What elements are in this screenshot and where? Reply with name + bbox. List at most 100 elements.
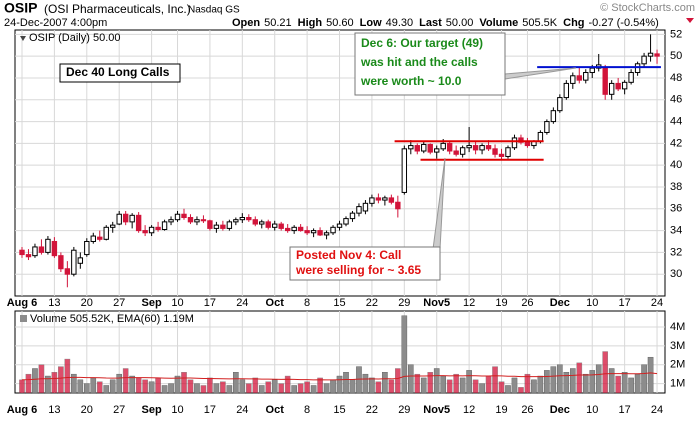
volume-bar [245, 383, 252, 394]
candle-body [472, 145, 479, 151]
volume-bar [557, 364, 563, 394]
candle-body [168, 219, 174, 223]
volume-bar [485, 375, 492, 394]
candle-body [71, 249, 77, 275]
candle-body [323, 232, 330, 236]
candle-body [518, 137, 524, 143]
volume-bar [200, 385, 207, 394]
candle-body [77, 257, 84, 264]
volume-bar [271, 379, 278, 394]
x-tick-label: 24 [651, 404, 663, 416]
candle-body [226, 221, 233, 229]
candle-body [259, 221, 265, 225]
candle-body [524, 141, 531, 147]
candle-body [485, 145, 492, 150]
volume-legend: Volume 505.52K, EMA(60) 1.19M [30, 313, 194, 325]
x-tick-label: 8 [304, 404, 310, 416]
company: (OSI Pharmaceuticals, Inc.) [44, 2, 191, 16]
candle-body [32, 246, 38, 257]
candle-body [45, 238, 51, 253]
volume-bar [168, 383, 174, 394]
candle-body [466, 145, 472, 149]
y-tick-label: 50 [670, 50, 682, 62]
x-tick-label: 24 [651, 297, 663, 309]
candle-body [116, 213, 122, 225]
x-tick-label: Nov5 [423, 404, 450, 416]
volume-bar [194, 383, 200, 394]
volume-bar [239, 379, 246, 394]
volume-bar [90, 377, 97, 394]
candle-body [336, 223, 343, 228]
candle-body [427, 143, 433, 153]
x-tick-label: Oct [266, 297, 285, 309]
candle-body [129, 214, 135, 223]
annotation: was hit and the calls [360, 55, 478, 69]
candle-body [330, 226, 336, 234]
volume-tick-label: 1M [670, 377, 685, 389]
x-tick-label: 27 [113, 297, 125, 309]
volume-bar [122, 368, 129, 394]
candle-body [51, 240, 58, 257]
volume-bar [459, 377, 466, 394]
volume-bar [148, 381, 155, 394]
x-tick-label: 8 [304, 297, 310, 309]
candle-body [382, 197, 388, 201]
grid [15, 30, 665, 393]
x-tick-label: 17 [204, 404, 216, 416]
annotation-box [289, 246, 441, 281]
volume-bar [64, 358, 71, 394]
x-tick-label: 26 [521, 404, 533, 416]
candle-body [310, 230, 317, 234]
volume-bar [310, 385, 317, 394]
candle-body [537, 131, 544, 142]
quote-value: -0.27 (-0.54%) [589, 17, 659, 29]
volume-bar [25, 373, 32, 394]
quote-label: High [298, 17, 323, 29]
candle-body [498, 153, 505, 157]
volume-bar [161, 385, 168, 394]
candle-body [252, 219, 258, 225]
x-tick-label: 20 [81, 297, 93, 309]
volume-bar [284, 375, 291, 394]
candle-body [492, 148, 498, 155]
candle-body [181, 213, 187, 219]
x-tick-label: Oct [266, 404, 285, 416]
volume-bar [576, 362, 583, 394]
x-tick-label: Nov5 [423, 297, 450, 309]
x-tick-label: 26 [521, 297, 533, 309]
candle-body [375, 197, 382, 201]
x-tick-label: 15 [333, 297, 345, 309]
candle-body [142, 230, 148, 234]
candle-body [388, 197, 395, 203]
volume-bar [45, 375, 51, 394]
x-tick-label: Sep [142, 297, 162, 309]
x-tick-label: 15 [333, 404, 345, 416]
x-tick-label: 22 [366, 297, 378, 309]
volume-bar [258, 385, 265, 394]
volume-bar [531, 379, 537, 394]
candle-body [155, 226, 161, 230]
quote: Open 50.21 High 50.60 Low 49.30 Last 50.00 Volum… [232, 17, 659, 29]
x-tick-label: 12 [463, 297, 475, 309]
exchange: Nasdaq GS [188, 5, 240, 16]
candle-body [25, 254, 32, 258]
quote-value: 50.60 [326, 17, 354, 29]
volume-bar [433, 368, 440, 394]
volume-bar [453, 373, 459, 394]
x-tick-label: 17 [204, 297, 216, 309]
volume-bar [19, 379, 25, 394]
x-tick-label: 13 [48, 404, 60, 416]
volume-bar [446, 379, 453, 394]
candle-body [97, 236, 103, 240]
volume-bar [233, 372, 239, 394]
volume-bar [83, 383, 90, 394]
y-tick-label: 34 [670, 224, 682, 236]
volume-bar [96, 381, 103, 394]
y-tick-label: 30 [670, 268, 682, 280]
volume-bar [511, 377, 518, 394]
candle-body [557, 97, 563, 112]
volume-bar [297, 383, 304, 394]
volume-bar [116, 373, 122, 394]
volume-bar [492, 366, 498, 394]
volume-bar [32, 368, 38, 394]
